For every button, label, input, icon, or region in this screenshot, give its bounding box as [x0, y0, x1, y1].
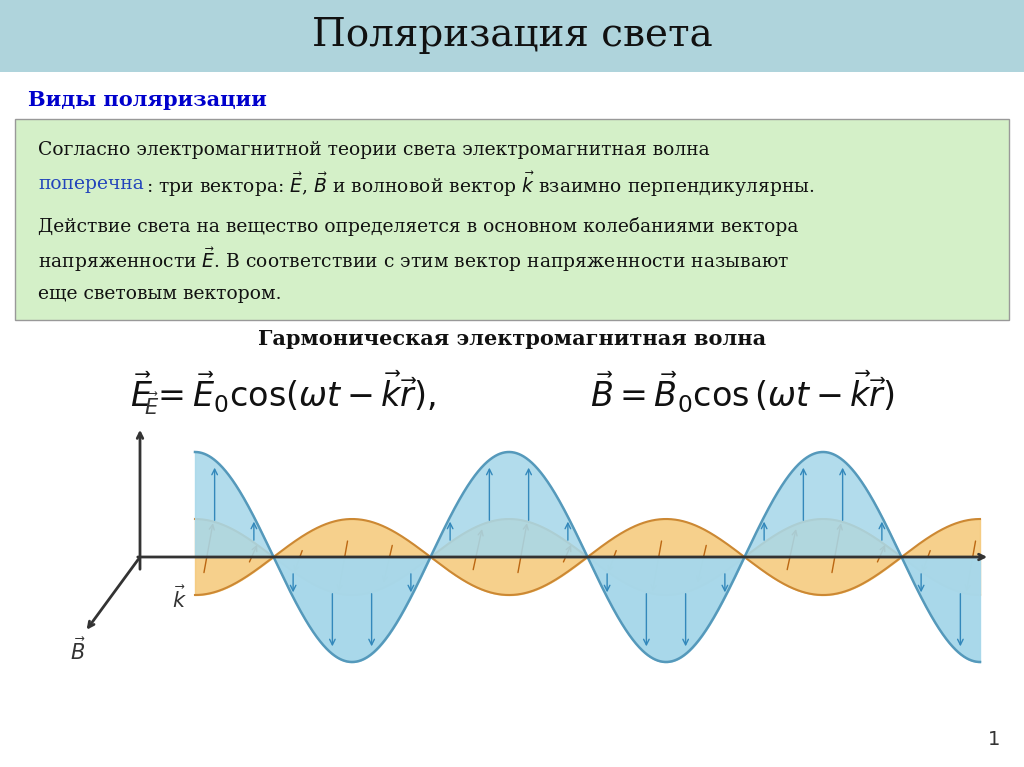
Text: Действие света на вещество определяется в основном колебаниями вектора: Действие света на вещество определяется …	[38, 216, 799, 235]
Text: напряженности $\vec{E}$. В соответствии с этим вектор напряженности называют: напряженности $\vec{E}$. В соответствии …	[38, 246, 790, 274]
Text: : три вектора: $\vec{E}$, $\vec{B}$ и волновой вектор $\vec{k}$ взаимно перпенди: : три вектора: $\vec{E}$, $\vec{B}$ и во…	[146, 170, 815, 199]
Bar	[0, 0, 1024, 72]
Text: $\vec{B}$: $\vec{B}$	[70, 637, 86, 663]
Text: $\vec{B} = \vec{B}_0\mathrm{cos}\,(\omega t - \vec{k}\vec{r})$: $\vec{B} = \vec{B}_0\mathrm{cos}\,(\omeg…	[590, 369, 895, 415]
Text: Согласно электромагнитной теории света электромагнитная волна: Согласно электромагнитной теории света э…	[38, 141, 710, 159]
Text: 1: 1	[987, 730, 1000, 749]
Text: поперечна: поперечна	[38, 175, 143, 193]
Text: $\vec{E}$: $\vec{E}$	[144, 392, 160, 419]
Text: Гармоническая электромагнитная волна: Гармоническая электромагнитная волна	[258, 329, 766, 349]
FancyBboxPatch shape	[15, 119, 1009, 320]
Text: Поляризация света: Поляризация света	[311, 18, 713, 54]
Text: $\vec{E} = \vec{E}_0\mathrm{cos}(\omega t - \vec{k}\vec{r}),$: $\vec{E} = \vec{E}_0\mathrm{cos}(\omega …	[130, 369, 436, 415]
Text: $\vec{k}$: $\vec{k}$	[172, 585, 186, 612]
Text: еще световым вектором.: еще световым вектором.	[38, 285, 282, 303]
Text: Виды поляризации: Виды поляризации	[28, 90, 267, 110]
